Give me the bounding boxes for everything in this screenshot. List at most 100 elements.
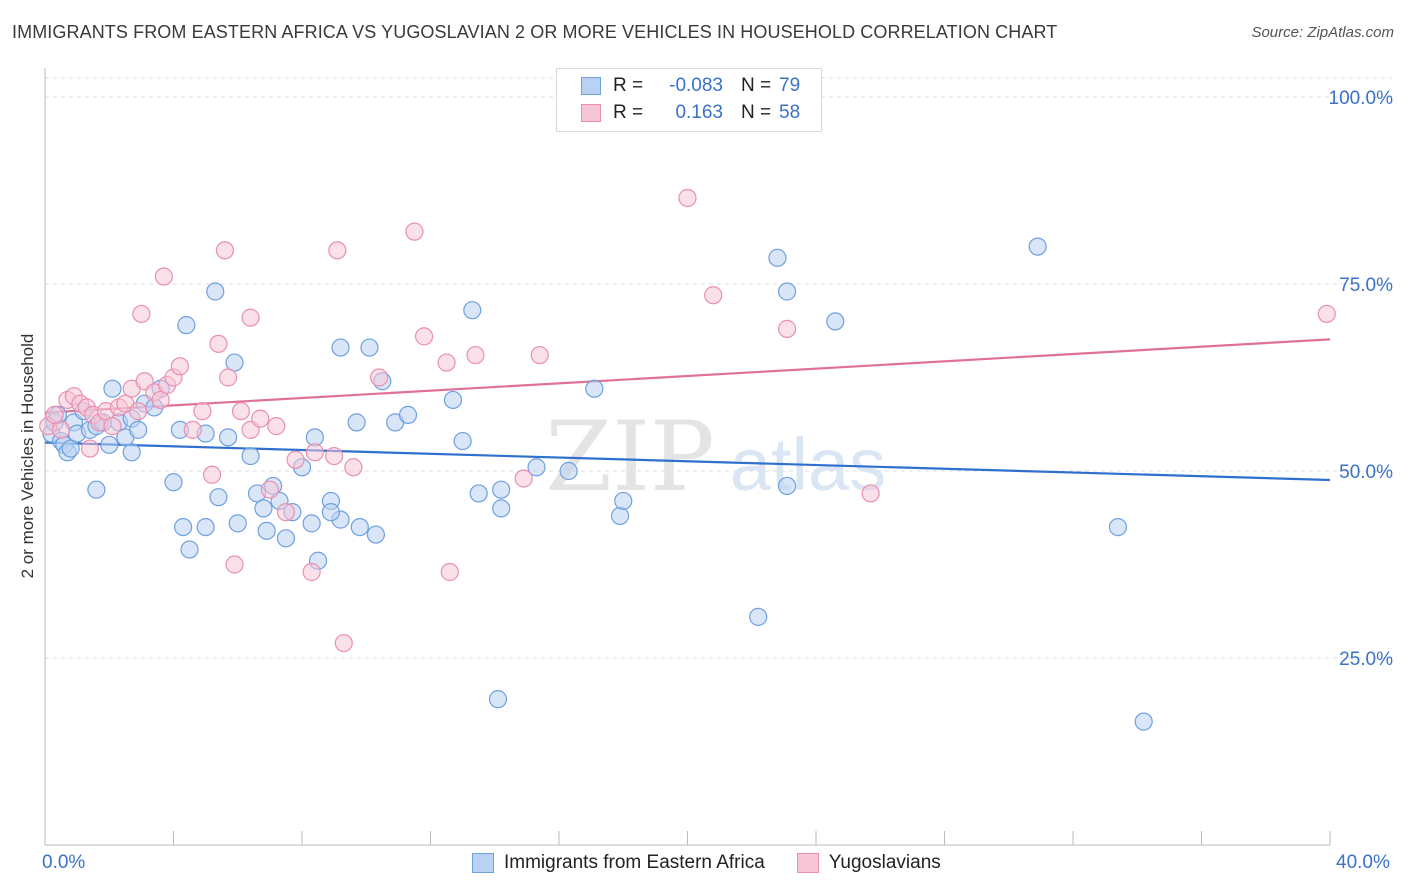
point-eastern-africa [527, 458, 546, 477]
legend-label-eastern-africa: Immigrants from Eastern Africa [504, 852, 765, 873]
point-yugoslavian [260, 480, 279, 499]
legend-row-yugoslavians: R = 0.163 N = 58 [581, 101, 800, 125]
x-axis-max-label: 40.0% [1336, 852, 1390, 873]
point-eastern-africa [219, 428, 238, 447]
point-yugoslavian [132, 304, 151, 324]
point-yugoslavian [302, 562, 321, 582]
point-eastern-africa [350, 517, 369, 537]
source-label: Source: ZipAtlas.com [1251, 24, 1394, 41]
point-yugoslavian [466, 345, 485, 365]
point-yugoslavian [276, 503, 296, 522]
point-yugoslavian [154, 267, 173, 286]
legend-r-label: R = [613, 102, 644, 123]
point-yugoslavian [704, 286, 723, 305]
point-yugoslavian [325, 446, 344, 466]
point-eastern-africa [257, 521, 276, 540]
point-eastern-africa [129, 420, 148, 439]
legend-item-yugoslavians[interactable]: Yugoslavians [796, 852, 941, 874]
point-eastern-africa [610, 506, 630, 525]
point-yugoslavian [51, 420, 71, 439]
point-yugoslavian [80, 439, 100, 458]
point-eastern-africa [488, 690, 508, 709]
point-eastern-africa [453, 431, 472, 451]
point-yugoslavian [45, 405, 64, 424]
point-eastern-africa [331, 338, 350, 357]
legend-r-label: R = [613, 75, 644, 96]
point-eastern-africa [347, 413, 366, 432]
trend-line-eastern-africa [44, 441, 1331, 482]
point-eastern-africa [254, 499, 273, 518]
point-eastern-africa [276, 529, 296, 548]
legend-item-eastern-africa[interactable]: Immigrants from Eastern Africa [472, 852, 765, 874]
point-eastern-africa [469, 484, 488, 503]
point-eastern-africa [196, 517, 215, 537]
point-yugoslavian [530, 345, 549, 365]
point-yugoslavian [241, 308, 260, 327]
y-tick-labels: 25.0% 50.0% 75.0% 100.0% [1329, 88, 1394, 670]
point-eastern-africa [443, 390, 463, 410]
point-eastern-africa [1108, 517, 1128, 537]
point-yugoslavian [678, 188, 697, 208]
point-yugoslavian [440, 562, 459, 582]
grid-lines [45, 77, 1392, 659]
point-yugoslavian [170, 357, 190, 376]
trend-line-yugoslavian [44, 338, 1331, 414]
point-yugoslavian [202, 465, 222, 484]
point-eastern-africa [225, 353, 244, 372]
point-eastern-africa [209, 488, 228, 507]
point-eastern-africa [492, 499, 511, 518]
legend-label-yugoslavians: Yugoslavians [828, 852, 941, 873]
series-legend: Immigrants from Eastern Africa Yugoslavi… [472, 852, 973, 874]
legend-swatch-pink [796, 853, 819, 873]
point-eastern-africa [768, 248, 787, 267]
point-eastern-africa [174, 517, 193, 537]
point-eastern-africa [103, 379, 122, 398]
point-yugoslavian [328, 241, 347, 260]
trend-lines [44, 338, 1331, 482]
point-yugoslavian [231, 402, 251, 421]
legend-n-label: N = [741, 102, 772, 123]
point-yugoslavian [267, 417, 286, 436]
point-yugoslavian [129, 402, 148, 421]
point-eastern-africa [177, 316, 196, 335]
y-tick-label: 100.0% [1329, 88, 1394, 109]
point-eastern-africa [826, 312, 845, 331]
point-yugoslavian [151, 390, 170, 410]
point-eastern-africa [100, 435, 119, 454]
point-eastern-africa [228, 514, 247, 533]
point-eastern-africa [241, 446, 260, 466]
axes [44, 68, 1331, 846]
point-eastern-africa [122, 443, 141, 462]
point-yugoslavian [103, 417, 122, 436]
legend-r-value: 0.163 [675, 102, 723, 123]
point-eastern-africa [366, 525, 385, 544]
point-yugoslavian [251, 409, 270, 428]
point-eastern-africa [559, 461, 578, 481]
point-eastern-africa [321, 503, 341, 522]
point-eastern-africa [777, 282, 797, 301]
point-yugoslavian [305, 443, 324, 462]
y-tick-label: 50.0% [1339, 462, 1393, 483]
point-eastern-africa [463, 301, 482, 320]
point-eastern-africa [492, 480, 511, 499]
point-yugoslavian [405, 222, 424, 241]
watermark: ZIP atlas [545, 401, 886, 513]
point-yugoslavian [414, 327, 434, 346]
point-eastern-africa [585, 379, 604, 398]
stats-legend: R = -0.083 N = 79 R = 0.163 N = 58 [556, 68, 822, 132]
point-yugoslavian [219, 368, 238, 387]
legend-swatch-blue [472, 853, 494, 873]
point-yugoslavian [777, 319, 797, 338]
point-yugoslavian [209, 334, 228, 353]
y-tick-label: 25.0% [1339, 649, 1393, 670]
point-yugoslavian [861, 484, 880, 503]
point-eastern-africa [87, 480, 106, 499]
point-yugoslavian [225, 555, 244, 574]
point-eastern-africa [206, 282, 225, 301]
point-eastern-africa [302, 514, 321, 533]
point-yugoslavian [514, 469, 533, 488]
point-yugoslavian [215, 241, 234, 260]
point-yugoslavian [286, 450, 305, 469]
legend-r-value: -0.083 [669, 75, 723, 96]
